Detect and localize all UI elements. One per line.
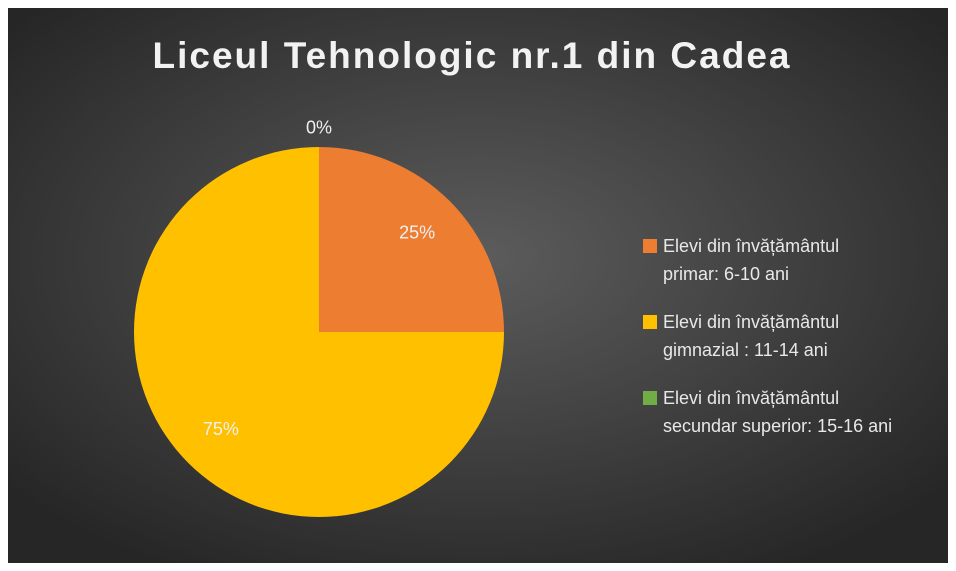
- chart-title: Liceul Tehnologic nr.1 din Cadea: [153, 35, 792, 76]
- pie-slice: [134, 147, 504, 517]
- data-label: 75%: [203, 419, 239, 439]
- legend-item: Elevi din învățământul primar: 6-10 ani: [643, 232, 892, 288]
- legend: Elevi din învățământul primar: 6-10 ani E…: [643, 232, 892, 460]
- legend-swatch: [643, 315, 657, 329]
- pie-slice: [319, 147, 504, 332]
- data-label: 0%: [306, 117, 332, 137]
- legend-item: Elevi din învățământul secundar superior…: [643, 384, 892, 440]
- legend-swatch: [643, 391, 657, 405]
- legend-label: Elevi din învățământul gimnazial : 11-14…: [663, 312, 840, 360]
- legend-label: Elevi din învățământul secundar superior…: [663, 388, 893, 436]
- legend-label: Elevi din învățământul primar: 6-10 ani: [663, 236, 840, 284]
- legend-swatch: [643, 239, 657, 253]
- legend-item: Elevi din învățământul gimnazial : 11-14…: [643, 308, 892, 364]
- data-label: 25%: [399, 223, 435, 243]
